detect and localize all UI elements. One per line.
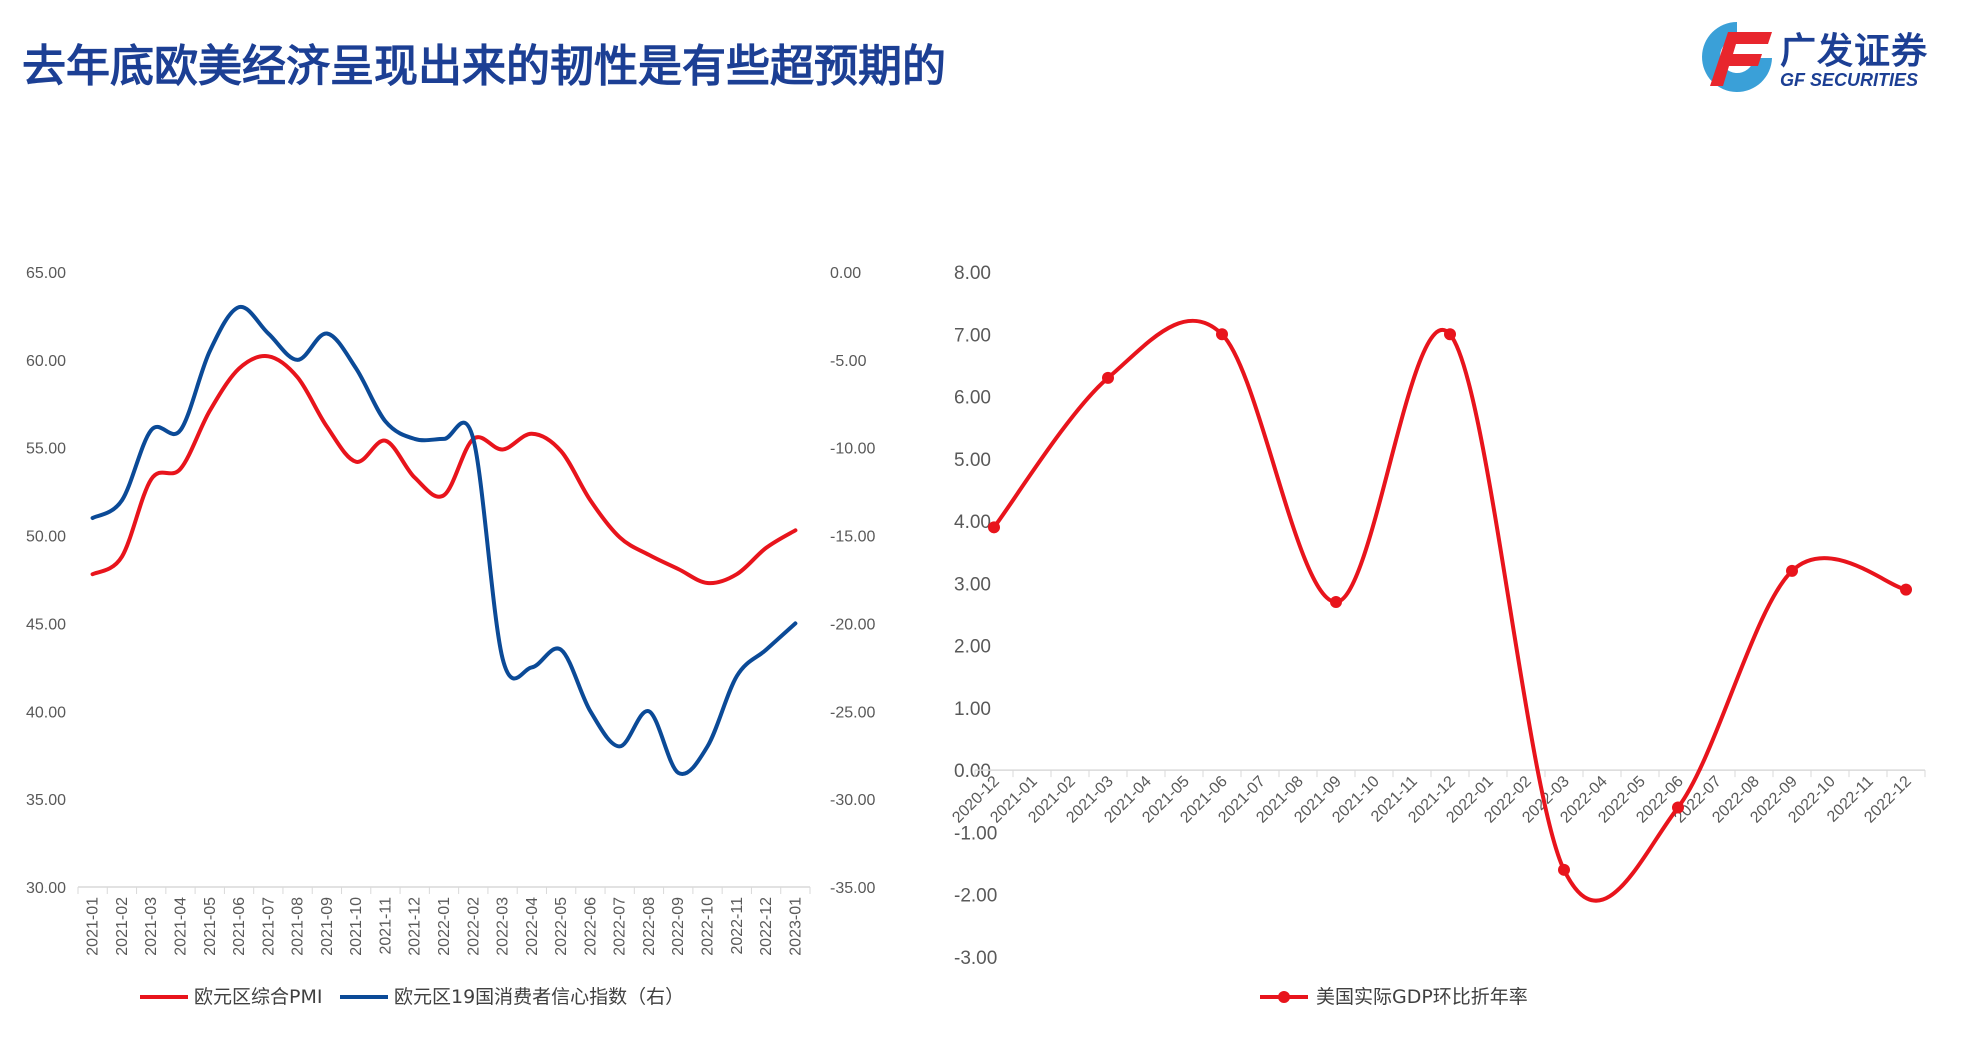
- right-axis-tick: -20.00: [830, 616, 875, 633]
- x-axis-tick-label: 2021-07: [260, 897, 277, 956]
- left-axis-tick: 65.00: [26, 265, 66, 282]
- legend-label-1: 欧元区综合PMI: [194, 986, 322, 1008]
- gf-securities-logo: 广发证券 GF SECURITIES: [1698, 18, 1948, 98]
- y-axis-tick: -1.00: [954, 823, 997, 844]
- x-axis-tick-label: 2022-01: [436, 897, 453, 956]
- gdp-data-point: [1444, 328, 1456, 341]
- x-axis-tick-label: 2021-05: [202, 897, 219, 956]
- y-axis-tick: 2.00: [954, 637, 991, 658]
- legend-label: 美国实际GDP环比折年率: [1316, 986, 1528, 1008]
- x-axis-tick-label: 2021-09: [319, 897, 336, 956]
- x-axis-tick-label: 2021-10: [348, 897, 365, 956]
- gdp-data-point: [1216, 328, 1228, 341]
- gdp-data-point: [988, 521, 1000, 534]
- left-axis-tick: 60.00: [26, 353, 66, 370]
- y-axis-tick: 6.00: [954, 388, 991, 409]
- y-axis-tick: 8.00: [954, 263, 991, 284]
- series-line-1: [90, 354, 798, 586]
- x-axis-tick-label: 2022-05: [553, 897, 570, 956]
- x-axis-tick-label: 2022-02: [465, 897, 482, 956]
- x-axis-tick-label: 2021-08: [290, 897, 307, 956]
- right-axis-tick: -15.00: [830, 529, 875, 546]
- y-axis-tick: 4.00: [954, 512, 991, 533]
- x-axis-tick-label: 2021-01: [85, 897, 102, 956]
- gdp-data-point: [1900, 583, 1912, 596]
- left-axis-tick: 35.00: [26, 792, 66, 809]
- x-axis-tick-label: 2022-03: [495, 897, 512, 956]
- right-axis-tick: -25.00: [830, 704, 875, 721]
- gdp-data-point: [1330, 596, 1342, 609]
- gdp-data-point: [1102, 371, 1114, 384]
- y-axis-tick: -3.00: [954, 948, 997, 969]
- right-axis-tick: -35.00: [830, 880, 875, 897]
- x-axis-tick-label: 2022-12: [758, 897, 775, 956]
- x-axis-tick-label: 2022-09: [670, 897, 687, 956]
- y-axis-tick: -2.00: [954, 886, 997, 907]
- right-axis-tick: -5.00: [830, 353, 867, 370]
- x-axis-tick-label: 2021-03: [143, 897, 160, 956]
- x-axis-tick-label: 2022-10: [700, 897, 717, 956]
- legend-label-2: 欧元区19国消费者信心指数（右）: [394, 986, 684, 1008]
- x-axis-tick-label: 2021-02: [114, 897, 131, 956]
- y-axis-tick: 5.00: [954, 450, 991, 471]
- gdp-data-point: [1786, 564, 1798, 577]
- legend-swatch-marker: [1278, 991, 1290, 1003]
- eurozone-pmi-confidence-chart: 65.00 60.00 55.00 50.00 45.00 40.00 35.00 30.00…: [26, 265, 876, 1008]
- y-axis-tick: 3.00: [954, 574, 991, 595]
- x-axis-tick-label: 2023-01: [787, 897, 804, 956]
- left-axis-tick: 50.00: [26, 529, 66, 546]
- series-line-2: [90, 305, 798, 776]
- x-axis-tick-label: 2021-06: [231, 897, 248, 956]
- x-axis-tick-label: 2022-11: [729, 897, 746, 955]
- logo-name-en: GF SECURITIES: [1780, 70, 1919, 90]
- x-axis-tick-label: 2022-06: [582, 897, 599, 956]
- y-axis-tick: 0.00: [954, 761, 991, 782]
- left-axis-tick: 30.00: [26, 880, 66, 897]
- y-axis-tick: 7.00: [954, 325, 991, 346]
- y-axis-tick: 1.00: [954, 699, 991, 720]
- right-axis-tick: -30.00: [830, 792, 875, 809]
- x-axis-tick-label: 2021-04: [172, 897, 189, 956]
- gdp-data-point: [1558, 863, 1570, 876]
- x-axis-tick-label: 2022-04: [524, 897, 541, 956]
- page-title: 去年底欧美经济呈现出来的韧性是有些超预期的: [22, 41, 946, 92]
- logo-name-cn: 广发证券: [1780, 31, 1929, 72]
- left-axis-tick: 40.00: [26, 704, 66, 721]
- gf-logo-icon: [1702, 22, 1772, 92]
- left-axis-tick: 45.00: [26, 616, 66, 633]
- chart2-legend: 美国实际GDP环比折年率: [1260, 986, 1528, 1008]
- x-axis-tick-label: 2022-08: [641, 897, 658, 956]
- x-axis-tick-label: 2022-07: [612, 897, 629, 956]
- gdp-data-point: [1672, 801, 1684, 814]
- right-axis-tick: 0.00: [830, 265, 861, 282]
- x-axis-tick-label: 2021-11: [377, 897, 394, 955]
- right-axis-tick: -10.00: [830, 441, 875, 458]
- chart1-legend: 欧元区综合PMI 欧元区19国消费者信心指数（右）: [140, 986, 684, 1008]
- us-gdp-chart: 8.00 7.00 6.00 5.00 4.00 3.00 2.00 1.00 0.00 -1.0…: [949, 263, 1926, 1008]
- x-axis-tick-label: 2021-12: [407, 897, 424, 956]
- left-axis-tick: 55.00: [26, 441, 66, 458]
